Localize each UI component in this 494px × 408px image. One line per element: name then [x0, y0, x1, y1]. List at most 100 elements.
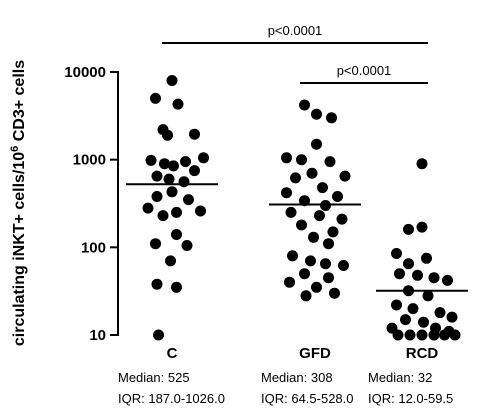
data-point: [314, 210, 325, 222]
data-point: [166, 186, 178, 198]
data-point: [195, 205, 206, 217]
data-point: [163, 173, 175, 185]
data-point: [306, 167, 318, 179]
data-point: [404, 329, 416, 341]
data-point: [284, 276, 295, 288]
p-value-label: p<0.0001: [337, 63, 392, 78]
y-tick-label: 1000: [73, 152, 106, 169]
data-point: [299, 99, 310, 111]
data-point: [296, 154, 307, 166]
data-point: [166, 75, 178, 86]
data-point: [439, 329, 450, 341]
data-point: [449, 329, 461, 341]
data-point: [323, 272, 334, 284]
data-point: [428, 329, 440, 341]
category-label: RCD: [406, 345, 439, 362]
y-tick-label: 10: [89, 327, 106, 344]
data-point: [299, 195, 310, 207]
data-point: [434, 307, 446, 319]
y-tick-label: 10000: [64, 64, 106, 81]
data-point: [327, 226, 339, 238]
data-point: [412, 269, 423, 281]
y-tick-label: 100: [81, 239, 106, 256]
y-axis-label-main: circulating iNKT+ cells/10: [11, 152, 28, 346]
data-point: [339, 170, 351, 182]
y-axis-label-tail: CD3+ cells: [11, 60, 28, 146]
median-lines: [126, 183, 468, 292]
data-point: [183, 194, 194, 206]
data-point: [400, 314, 411, 326]
y-axis-label-superscript: 6: [9, 146, 21, 152]
axes: 10 100 1000 10000: [64, 64, 119, 344]
data-point: [180, 156, 191, 168]
data-point: [311, 108, 322, 120]
data-point: [162, 129, 173, 141]
data-point: [150, 238, 161, 250]
data-point: [153, 329, 164, 341]
data-point: [416, 329, 428, 341]
data-point: [290, 172, 301, 184]
data-point: [391, 299, 402, 311]
data-point: [181, 240, 193, 251]
data-point: [189, 128, 200, 140]
data-point: [329, 287, 340, 299]
category-label: C: [167, 345, 178, 362]
significance-brackets: p<0.0001 p<0.0001: [162, 23, 428, 84]
data-point: [326, 112, 337, 124]
data-point: [296, 219, 307, 231]
data-point: [171, 281, 182, 293]
data-point: [285, 206, 297, 218]
iqr-stat-label: IQR: 187.0-1026.0: [118, 391, 225, 406]
data-point: [407, 303, 419, 315]
data-point: [403, 223, 414, 235]
data-point: [323, 238, 334, 250]
data-points: [142, 75, 461, 341]
data-point: [305, 255, 316, 267]
data-point: [403, 258, 414, 270]
data-point: [189, 165, 200, 177]
data-point: [320, 258, 331, 270]
data-point: [392, 329, 404, 341]
data-point: [300, 290, 312, 302]
data-point: [151, 191, 163, 202]
data-point: [324, 156, 336, 168]
data-point: [150, 92, 161, 104]
y-axis-label: circulating iNKT+ cells/106 CD3+ cells: [9, 60, 28, 346]
data-point: [157, 210, 169, 222]
median-stat-label: Median: 525: [118, 370, 190, 385]
iqr-stat-label: IQR: 64.5-528.0: [261, 391, 354, 406]
data-point: [287, 250, 298, 262]
data-point: [281, 187, 292, 199]
data-point: [332, 191, 343, 202]
median-stat-label: Median: 308: [261, 370, 333, 385]
data-point: [311, 138, 322, 150]
data-point: [171, 206, 182, 218]
median-stat-label: Median: 32: [368, 370, 432, 385]
data-point: [422, 290, 434, 302]
data-point: [416, 221, 428, 233]
data-point: [172, 98, 184, 110]
data-point: [142, 202, 154, 214]
data-point: [418, 316, 429, 328]
data-point: [281, 152, 292, 164]
iqr-stat-label: IQR: 12.0-59.5: [368, 391, 453, 406]
data-point: [446, 311, 458, 323]
data-point: [391, 248, 402, 259]
data-point: [165, 255, 176, 267]
data-point: [428, 272, 440, 284]
data-point: [338, 260, 349, 271]
data-point: [421, 252, 432, 264]
data-point: [198, 152, 209, 164]
data-point: [394, 268, 405, 280]
data-point: [299, 268, 310, 280]
data-point: [159, 158, 170, 170]
data-point: [171, 229, 182, 240]
category-label: GFD: [299, 345, 331, 362]
data-point: [151, 170, 163, 182]
data-point: [416, 158, 428, 170]
data-point: [336, 213, 348, 225]
data-point: [145, 154, 157, 166]
data-point: [151, 278, 163, 290]
data-point: [311, 281, 322, 293]
data-point: [442, 274, 453, 286]
